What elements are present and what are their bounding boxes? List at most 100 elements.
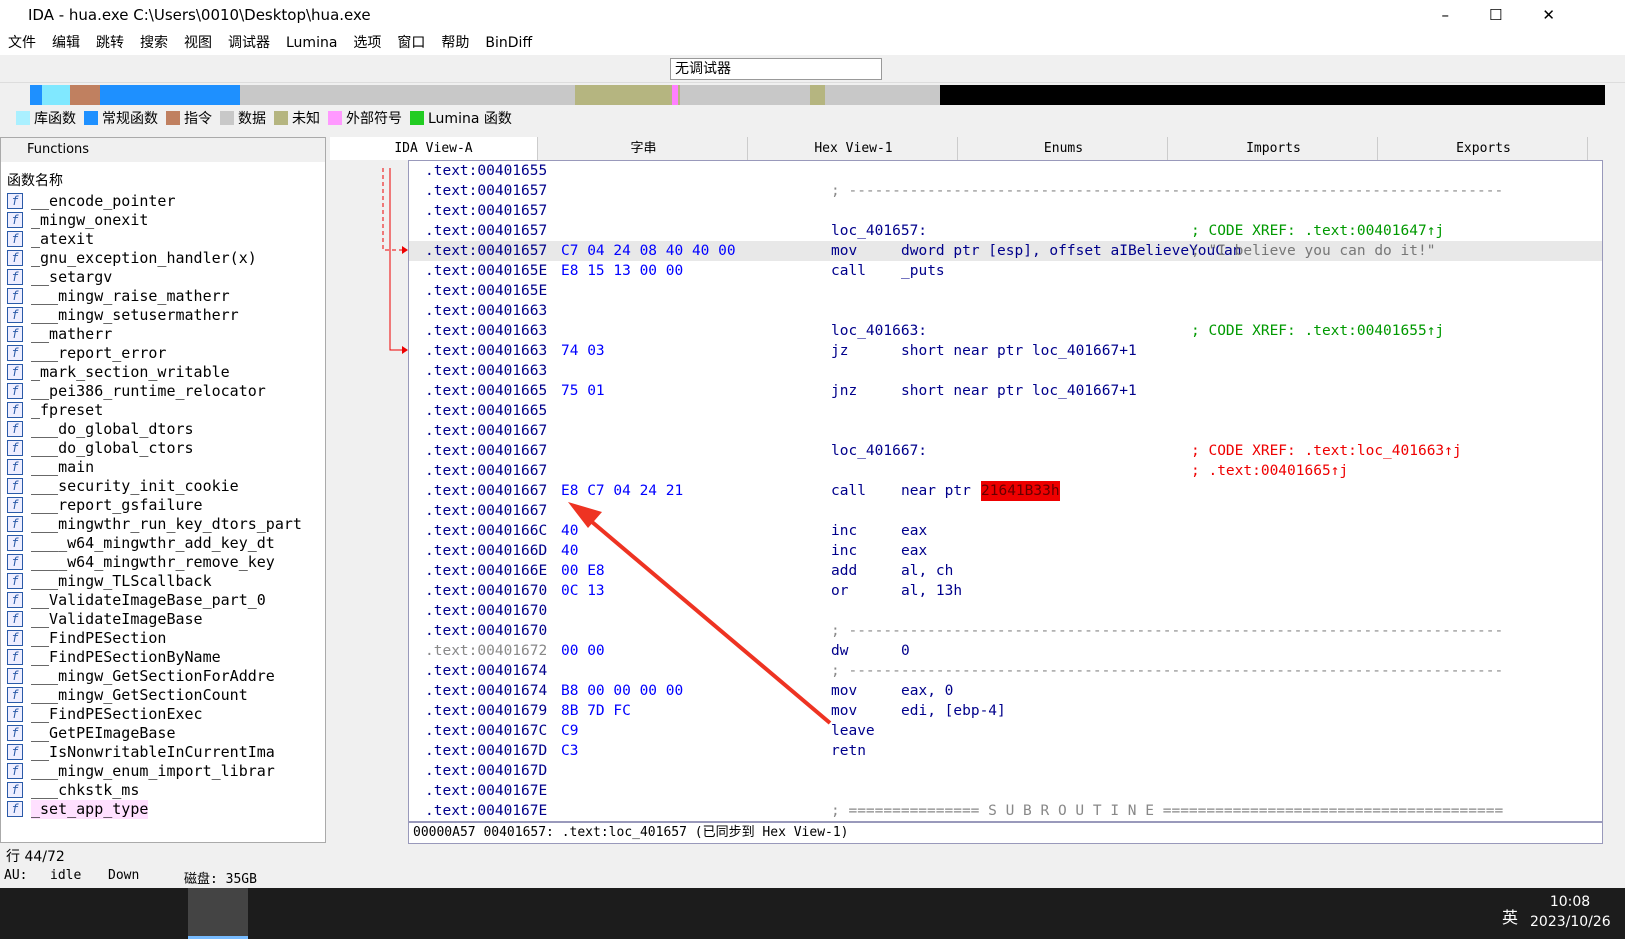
function-name[interactable]: ____w64_mingwthr_remove_key	[31, 553, 275, 571]
menu-item[interactable]: 视图	[184, 35, 212, 51]
ime[interactable]: 英	[1502, 908, 1519, 927]
disasm-row: .text:0040167E	[409, 781, 1602, 801]
menu-item[interactable]: 调试器	[228, 35, 270, 51]
function-name[interactable]: __IsNonwritableInCurrentIma	[31, 743, 275, 761]
function-name[interactable]: __pei386_runtime_relocator	[31, 382, 266, 400]
disasm-mnem: call	[831, 263, 866, 279]
disasm-mnem: add	[831, 563, 858, 579]
function-name[interactable]: _fpreset	[31, 401, 104, 419]
function-name[interactable]: __encode_pointer	[31, 192, 176, 210]
disasm-row: .text:00401655	[409, 161, 1602, 181]
function-name[interactable]: ___do_global_ctors	[31, 439, 194, 457]
disasm-mnem: dw	[831, 643, 849, 659]
function-name[interactable]: __GetPEImageBase	[31, 724, 176, 742]
disasm-ops: 0	[901, 643, 910, 659]
menu-item[interactable]: 编辑	[52, 35, 80, 51]
function-icon: f	[7, 326, 23, 342]
disasm-cmt: ; CODE XREF: .text:00401647↑j	[1191, 223, 1445, 239]
disasm-bytes: 40	[561, 523, 579, 539]
function-name[interactable]: __FindPESectionExec	[31, 705, 203, 723]
function-name[interactable]: __ValidateImageBase	[31, 610, 203, 628]
function-name[interactable]: __ValidateImageBase_part_0	[31, 591, 266, 609]
function-name[interactable]: ___mingw_TLScallback	[31, 572, 212, 590]
legend-swatch	[220, 111, 234, 125]
legend-label: 数据	[238, 111, 266, 127]
function-name[interactable]: ___main	[31, 458, 95, 476]
function-name[interactable]: ___report_error	[31, 344, 167, 362]
window-controls[interactable]: –☐✕	[1441, 6, 1595, 24]
disasm-addr: .text:0040166C	[425, 523, 548, 539]
disasm-addr: .text:00401657	[425, 183, 548, 199]
disasm-bytes: 40	[561, 543, 579, 559]
function-name[interactable]: ___mingw_GetSectionForAddre	[31, 667, 275, 685]
disasm-row: .text:00401670 0C 13 or al, 13h	[409, 581, 1602, 601]
function-name[interactable]: ___do_global_dtors	[31, 420, 194, 438]
tab[interactable]: Hex View-1	[750, 137, 958, 160]
disasm-ops: short near ptr loc_401667+1	[901, 383, 1137, 399]
function-icon: f	[7, 687, 23, 703]
disasm-ops: dword ptr [esp], offset aIBelieveYouCan	[901, 243, 1242, 259]
tab[interactable]: 字串	[540, 137, 748, 160]
disasm-addr: .text:00401670	[425, 603, 548, 619]
menu-item[interactable]: 搜索	[140, 35, 168, 51]
function-name[interactable]: _set_app_type	[31, 800, 149, 819]
au-state: idle	[50, 868, 82, 883]
function-name[interactable]: ___mingw_GetSectionCount	[31, 686, 248, 704]
function-name[interactable]: __matherr	[31, 325, 113, 343]
menu-item[interactable]: 窗口	[397, 35, 426, 51]
menu-item[interactable]: Lumina	[286, 35, 338, 51]
disasm-addr: .text:00401665	[425, 403, 548, 419]
disasm-row: .text:0040167D	[409, 761, 1602, 781]
view-status: 00000A57 00401657: .text:loc_401657 (已同步…	[408, 822, 1603, 844]
legend-label: 常规函数	[102, 111, 158, 127]
tab[interactable]: IDA View-A	[330, 137, 538, 160]
disasm-bytes: E8 15 13 00 00	[561, 263, 684, 279]
tab[interactable]: Imports	[1170, 137, 1378, 160]
disasm-row: .text:00401667 loc_401667: ; CODE XREF: .t…	[409, 441, 1602, 461]
disasm-addr: .text:00401674	[425, 683, 548, 699]
function-name[interactable]: _atexit	[31, 230, 95, 248]
function-name[interactable]: ___report_gsfailure	[31, 496, 203, 514]
function-name[interactable]: ___mingw_enum_import_librar	[31, 762, 275, 780]
legend-swatch	[16, 111, 30, 125]
menu-item[interactable]: BinDiff	[485, 35, 533, 51]
function-name[interactable]: _mingw_onexit	[31, 211, 149, 229]
disasm-ops: near ptr	[901, 483, 971, 499]
function-name[interactable]: ___mingw_setusermatherr	[31, 306, 239, 324]
function-icon: f	[7, 478, 23, 494]
disasm-mnem: loc_401657:	[831, 223, 928, 239]
function-name[interactable]: ___mingwthr_run_key_dtors_part	[31, 515, 302, 533]
tab[interactable]: Exports	[1380, 137, 1588, 160]
function-icon: f	[7, 421, 23, 437]
function-name[interactable]: ___mingw_raise_matherr	[31, 287, 230, 305]
menu-item[interactable]: 跳转	[96, 35, 124, 51]
disasm-cmt: ; --------------------------------------…	[831, 183, 1504, 199]
menu-item[interactable]: 选项	[353, 35, 382, 51]
disasm-ops: al, 13h	[901, 583, 963, 599]
disasm-cmt: ; CODE XREF: .text:loc_401663↑j	[1191, 443, 1462, 459]
disasm-ops: short near ptr loc_401667+1	[901, 343, 1137, 359]
title-bar: IDA - hua.exe C:\Users\0010\Desktop\hua.…	[0, 0, 1625, 31]
function-name[interactable]: _mark_section_writable	[31, 363, 230, 381]
ida-task[interactable]	[188, 888, 248, 939]
function-name[interactable]: ___chkstk_ms	[31, 781, 140, 800]
menu-item[interactable]: 帮助	[441, 35, 470, 51]
disasm-addr: .text:00401655	[425, 163, 548, 179]
function-icon: f	[7, 592, 23, 608]
legend-label: Lumina 函数	[428, 111, 512, 127]
function-name[interactable]: __setargv	[31, 268, 113, 286]
function-icon: f	[7, 383, 23, 399]
tab[interactable]: Enums	[960, 137, 1168, 160]
flow-gutter	[382, 168, 408, 354]
function-name[interactable]: _gnu_exception_handler(x)	[31, 249, 257, 267]
debugger-select[interactable]: 无调试器	[670, 58, 882, 80]
function-name[interactable]: ____w64_mingwthr_add_key_dt	[31, 534, 275, 552]
function-name[interactable]: ___security_init_cookie	[31, 477, 239, 495]
function-icon: f	[7, 573, 23, 589]
disasm-mnem: retn	[831, 743, 866, 759]
menu-item[interactable]: 文件	[8, 35, 36, 51]
function-name[interactable]: __FindPESection	[31, 629, 167, 647]
function-name[interactable]: __FindPESectionByName	[31, 648, 221, 666]
disasm-addr: .text:0040167E	[425, 783, 548, 799]
disk: 磁盘: 35GB	[184, 872, 257, 887]
